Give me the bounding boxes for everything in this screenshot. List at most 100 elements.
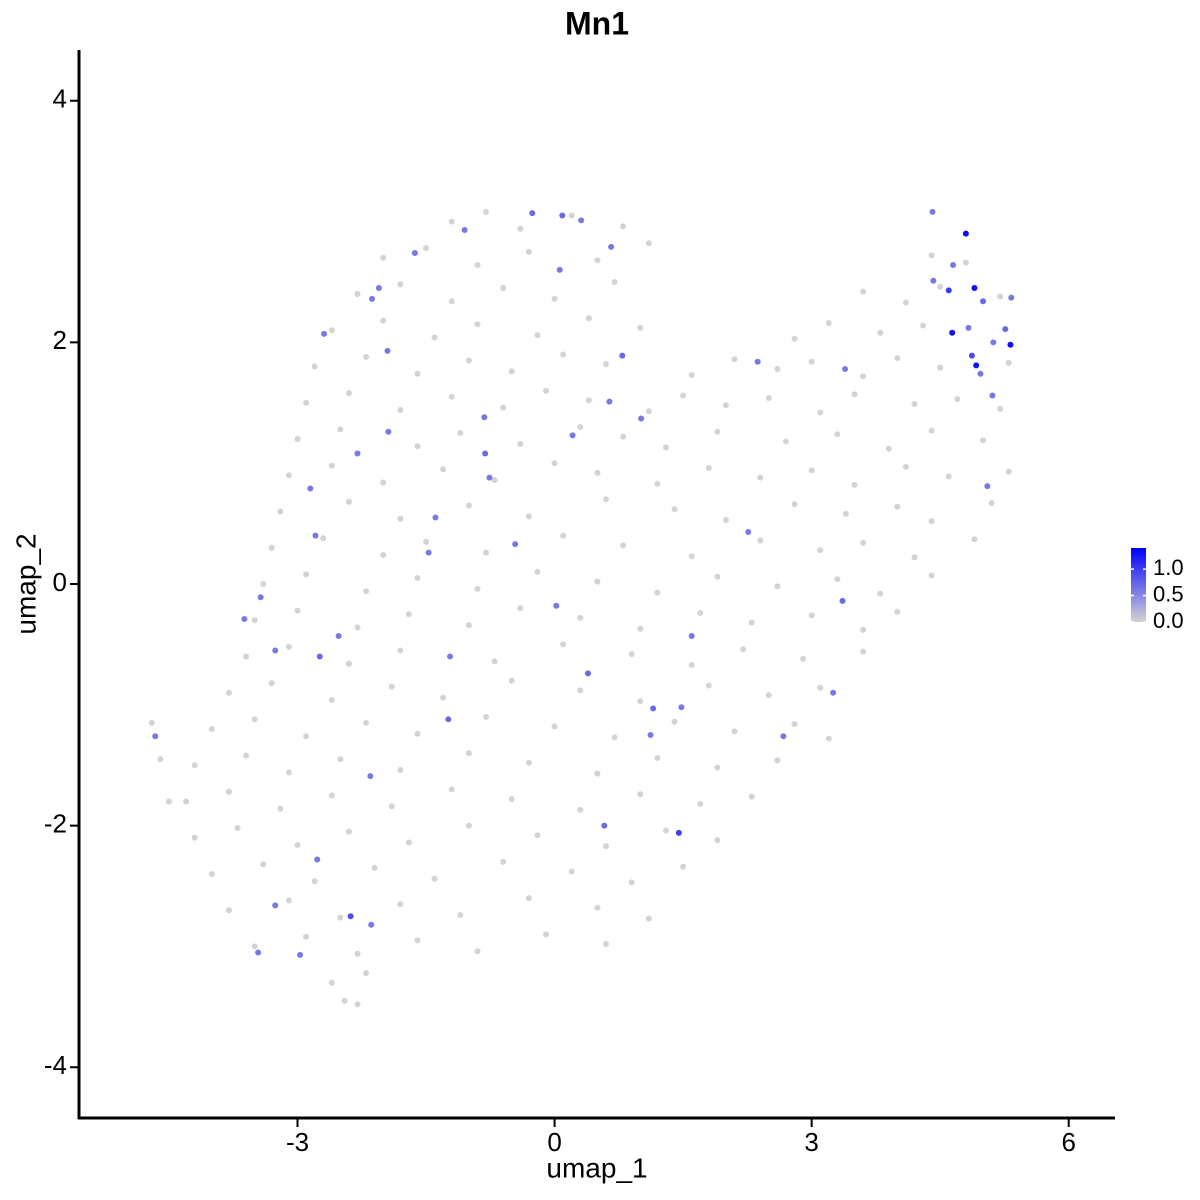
point	[277, 508, 284, 515]
point	[731, 356, 738, 363]
point	[369, 295, 376, 302]
point	[945, 473, 952, 480]
point	[678, 704, 685, 711]
point	[303, 571, 310, 578]
point	[817, 684, 824, 691]
point	[363, 588, 370, 595]
point	[647, 732, 654, 739]
point	[945, 287, 952, 294]
point	[457, 429, 464, 436]
point	[272, 647, 279, 654]
point	[363, 353, 370, 360]
point	[688, 632, 695, 639]
point	[363, 970, 370, 977]
point	[311, 878, 318, 885]
point	[260, 581, 267, 587]
point	[316, 653, 323, 660]
x-axis-label: umap_1	[546, 1152, 647, 1183]
point	[285, 897, 292, 904]
point	[688, 553, 695, 560]
point	[860, 373, 867, 380]
point	[208, 870, 215, 877]
point	[297, 951, 304, 958]
point	[860, 648, 867, 655]
point	[601, 822, 608, 829]
point	[1002, 326, 1009, 333]
point	[842, 365, 849, 372]
point	[929, 208, 936, 215]
point	[388, 803, 395, 810]
point	[620, 542, 627, 549]
point	[474, 948, 481, 955]
point	[808, 612, 815, 619]
point	[594, 469, 601, 476]
point	[534, 568, 541, 575]
point	[1005, 468, 1012, 475]
point	[500, 285, 507, 292]
point	[594, 904, 601, 911]
point	[255, 949, 262, 956]
point	[294, 841, 301, 848]
point	[375, 285, 382, 292]
point	[568, 212, 575, 219]
point	[780, 733, 787, 740]
point	[860, 626, 867, 633]
point	[411, 249, 418, 256]
point	[191, 834, 198, 841]
y-tick-label: -4	[44, 1050, 67, 1080]
point	[354, 1001, 361, 1008]
point	[320, 535, 327, 542]
point	[385, 428, 392, 435]
point	[448, 218, 455, 225]
point	[971, 285, 978, 292]
point	[551, 723, 558, 730]
point	[697, 609, 704, 616]
point	[594, 770, 601, 777]
point	[534, 832, 541, 839]
point	[268, 680, 275, 687]
y-tick-label: 0	[53, 567, 67, 597]
point	[500, 858, 507, 865]
point	[834, 576, 841, 583]
point	[877, 590, 884, 597]
point	[486, 474, 493, 481]
point	[585, 315, 592, 322]
point	[551, 460, 558, 467]
point	[457, 912, 464, 919]
point	[637, 625, 644, 632]
point	[585, 670, 592, 677]
point	[380, 479, 387, 486]
point	[183, 798, 190, 805]
point	[654, 754, 661, 761]
point	[517, 605, 524, 612]
point	[251, 617, 258, 624]
point	[397, 647, 404, 654]
point	[405, 611, 412, 618]
point	[774, 757, 781, 764]
point	[482, 450, 489, 457]
point	[388, 683, 395, 690]
point	[937, 364, 944, 371]
point	[808, 467, 815, 474]
point	[705, 682, 712, 689]
point	[748, 619, 755, 626]
point	[968, 352, 975, 359]
point	[984, 483, 991, 490]
point	[602, 941, 609, 948]
point	[448, 786, 455, 793]
point	[257, 594, 264, 601]
point	[465, 622, 472, 629]
point	[363, 719, 370, 726]
point	[321, 330, 328, 337]
point	[483, 208, 490, 215]
point	[345, 498, 352, 505]
point	[553, 602, 560, 609]
point	[620, 223, 627, 230]
point	[556, 266, 563, 273]
point	[937, 283, 944, 290]
point	[714, 573, 721, 580]
point	[930, 277, 937, 284]
point	[491, 477, 498, 484]
point	[962, 259, 969, 266]
